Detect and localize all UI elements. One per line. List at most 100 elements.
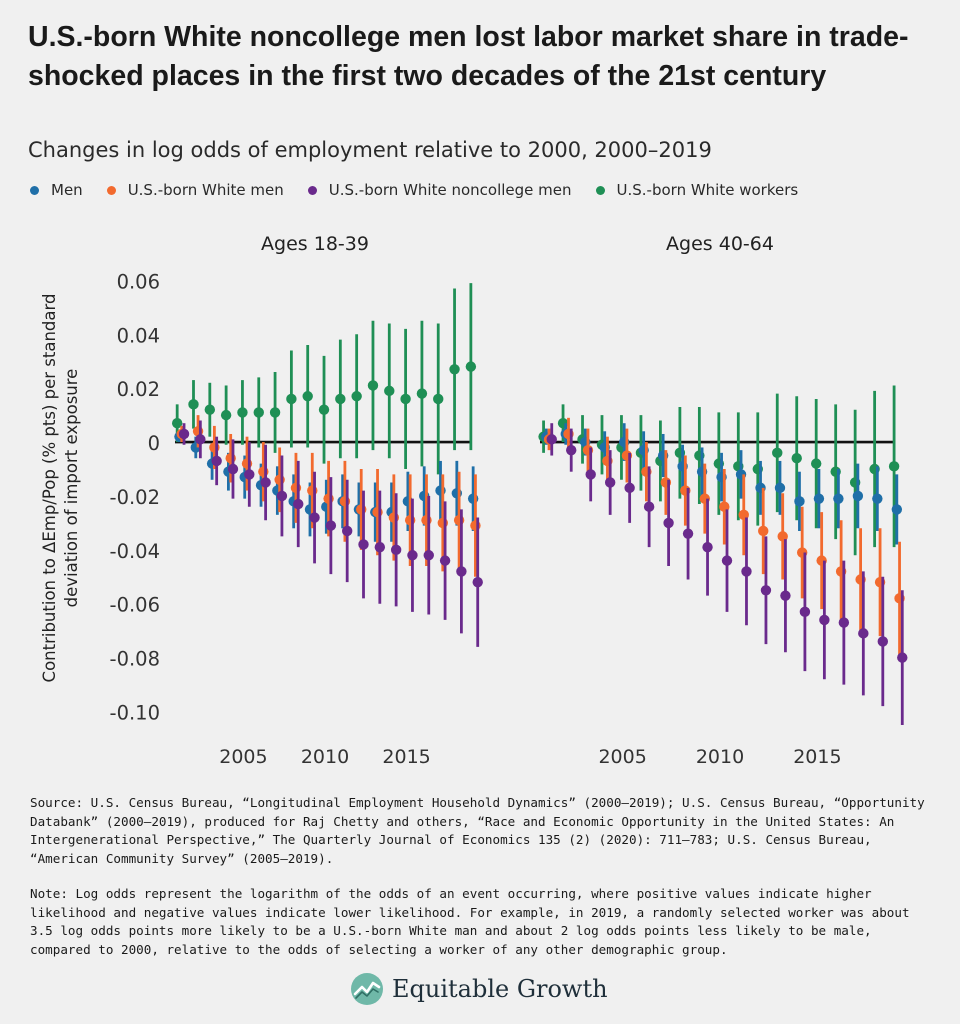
data-point	[794, 496, 805, 507]
legend-marker-us-born-white-workers	[595, 185, 605, 195]
data-point	[888, 461, 900, 472]
legend-label-men: Men	[51, 181, 83, 199]
data-point	[204, 404, 216, 415]
panel-title: Ages 18-39	[261, 233, 369, 255]
series-u-s-born-white-men	[543, 417, 905, 655]
y-tick-label: 0.02	[117, 378, 160, 401]
y-tick-label: -0.06	[110, 594, 160, 617]
data-point	[643, 501, 655, 512]
legend-marker-us-born-white-men	[106, 185, 116, 195]
data-point	[872, 493, 883, 504]
data-point	[367, 380, 379, 391]
data-point	[390, 544, 402, 556]
data-point	[472, 576, 483, 588]
data-point	[774, 482, 786, 494]
y-axis-title-group: Contribution to ΔEmp/Pop (% pts) per sta…	[40, 294, 81, 683]
data-point	[374, 541, 386, 553]
data-point	[604, 477, 616, 488]
chart-title: U.S.-born White noncollege men lost labo…	[28, 21, 909, 92]
data-point	[585, 469, 596, 480]
series-u-s-born-white-men	[176, 415, 481, 577]
series-u-s-born-white-workers	[171, 283, 477, 475]
data-point	[760, 585, 772, 596]
data-point	[738, 509, 749, 521]
data-point	[456, 566, 467, 577]
data-point	[276, 490, 288, 502]
data-point	[772, 447, 783, 459]
data-point	[838, 617, 850, 628]
x-tick-label: 2010	[301, 746, 349, 768]
panel-1: Ages 18-39 2005 2010 2015	[171, 233, 483, 768]
series-men	[541, 423, 903, 545]
data-point	[819, 614, 830, 626]
data-point	[195, 434, 206, 445]
legend-item-us-born-white-workers: U.S.-born White workers	[595, 181, 799, 199]
x-tick-label: 2005	[598, 746, 646, 768]
explanatory-note: Note: Log odds represent the logarithm o…	[30, 886, 910, 957]
legend-item-us-born-white-men: U.S.-born White men	[106, 181, 284, 199]
data-point	[682, 528, 694, 539]
data-point	[335, 393, 346, 405]
data-point	[791, 453, 802, 464]
data-point	[416, 388, 428, 399]
y-tick-label: -0.10	[110, 702, 160, 725]
data-point	[719, 501, 730, 512]
data-point	[384, 385, 395, 397]
data-point	[799, 606, 811, 618]
data-point	[897, 652, 908, 663]
y-axis-title-line-1: Contribution to ΔEmp/Pop (% pts) per sta…	[40, 294, 59, 683]
data-point	[407, 550, 418, 561]
data-point	[741, 566, 752, 577]
data-point	[358, 539, 369, 550]
data-point	[433, 393, 444, 405]
data-point	[423, 550, 434, 561]
x-tick-label: 2015	[793, 746, 841, 768]
chart: Contribution to ΔEmp/Pop (% pts) per sta…	[40, 233, 908, 768]
data-point	[439, 555, 451, 566]
legend-item-us-born-white-noncollege-men: U.S.-born White noncollege men	[307, 181, 572, 199]
data-point	[758, 525, 769, 537]
y-axis-title-line-2: deviation of import exposure	[62, 369, 81, 608]
data-point	[178, 428, 190, 440]
legend: Men U.S.-born White men U.S.-born White …	[30, 181, 822, 199]
data-point	[211, 455, 222, 467]
legend-label-us-born-white-men: U.S.-born White men	[127, 181, 284, 199]
data-point	[858, 628, 869, 639]
data-point	[449, 364, 460, 375]
legend-label-us-born-white-workers: U.S.-born White workers	[616, 181, 799, 199]
data-point	[777, 531, 788, 542]
y-tick-label: 0.06	[117, 270, 160, 293]
data-point	[269, 407, 281, 418]
data-point	[341, 525, 353, 537]
data-point	[852, 490, 864, 502]
data-point	[325, 520, 337, 531]
data-point	[220, 409, 232, 421]
series-u-s-born-white-noncollege-men	[546, 423, 908, 725]
data-point	[624, 482, 635, 494]
y-axis-title: Contribution to ΔEmp/Pop (% pts) per sta…	[40, 294, 81, 683]
data-point	[702, 541, 713, 553]
legend-marker-men	[30, 185, 39, 195]
data-point	[721, 555, 733, 566]
data-point	[546, 434, 557, 445]
data-point	[780, 590, 791, 601]
chart-subtitle: Changes in log odds of employment relati…	[28, 138, 712, 162]
data-point	[566, 444, 577, 456]
legend-marker-us-born-white-noncollege-men	[307, 185, 317, 195]
series-u-s-born-white-noncollege-men	[178, 420, 483, 647]
data-point	[465, 361, 477, 372]
data-point	[227, 463, 239, 475]
y-tick-label: 0.04	[117, 324, 160, 347]
y-tick-label: -0.04	[110, 540, 160, 563]
y-tick-label: -0.02	[110, 486, 160, 509]
data-point	[244, 469, 255, 480]
data-point	[833, 493, 844, 504]
panel-2: Ages 40-64 2005 2010 2015	[538, 233, 908, 768]
equitable-growth-logo-icon	[351, 973, 383, 1005]
data-point	[286, 393, 297, 405]
y-tick-label: 0	[148, 432, 160, 455]
legend-item-men: Men	[30, 181, 83, 199]
source-note: Source: U.S. Census Bureau, “Longitudina…	[30, 795, 925, 866]
x-tick-label: 2005	[219, 746, 267, 768]
y-tick-label: -0.08	[110, 648, 160, 671]
